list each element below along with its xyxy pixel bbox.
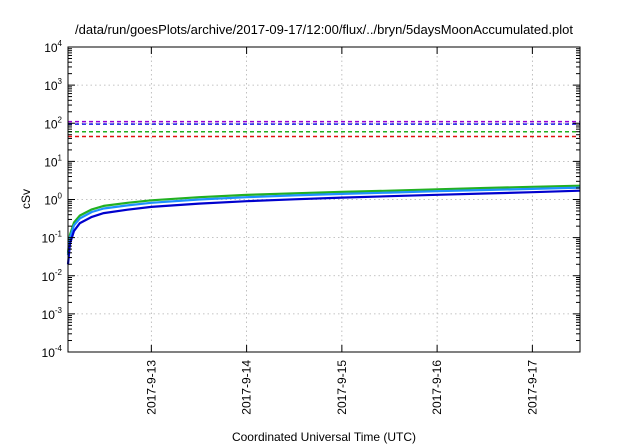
x-tick-label: 2017-9-16 — [430, 360, 444, 415]
y-tick-label: 100 — [44, 192, 62, 208]
x-tick-label: 2017-9-17 — [525, 360, 539, 415]
series-line — [66, 186, 581, 256]
ticks: 10-4 10-3 10-2 10-1 100 101 102 103 104 2017-9-13… — [42, 39, 580, 415]
series-lines — [66, 184, 581, 265]
y-tick-label: 101 — [44, 153, 62, 169]
y-tick-label: 102 — [44, 115, 62, 131]
y-tick-label: 10-2 — [42, 268, 63, 284]
series-line — [66, 184, 581, 253]
y-axis-label: cSv — [19, 189, 33, 209]
threshold-lines — [68, 120, 580, 138]
x-tick-label: 2017-9-15 — [335, 360, 349, 415]
chart-title: /data/run/goesPlots/archive/2017-09-17/1… — [75, 22, 573, 37]
y-tick-label: 104 — [44, 39, 62, 55]
x-tick-label: 2017-9-13 — [144, 360, 158, 415]
grid — [68, 47, 580, 352]
x-tick-label: 2017-9-14 — [240, 360, 254, 415]
x-axis-label: Coordinated Universal Time (UTC) — [232, 430, 416, 444]
y-tick-label: 10-1 — [42, 230, 63, 246]
y-tick-label: 10-3 — [42, 306, 63, 322]
y-tick-label: 10-4 — [42, 344, 63, 360]
series-line — [66, 189, 581, 265]
y-tick-label: 103 — [44, 77, 62, 93]
